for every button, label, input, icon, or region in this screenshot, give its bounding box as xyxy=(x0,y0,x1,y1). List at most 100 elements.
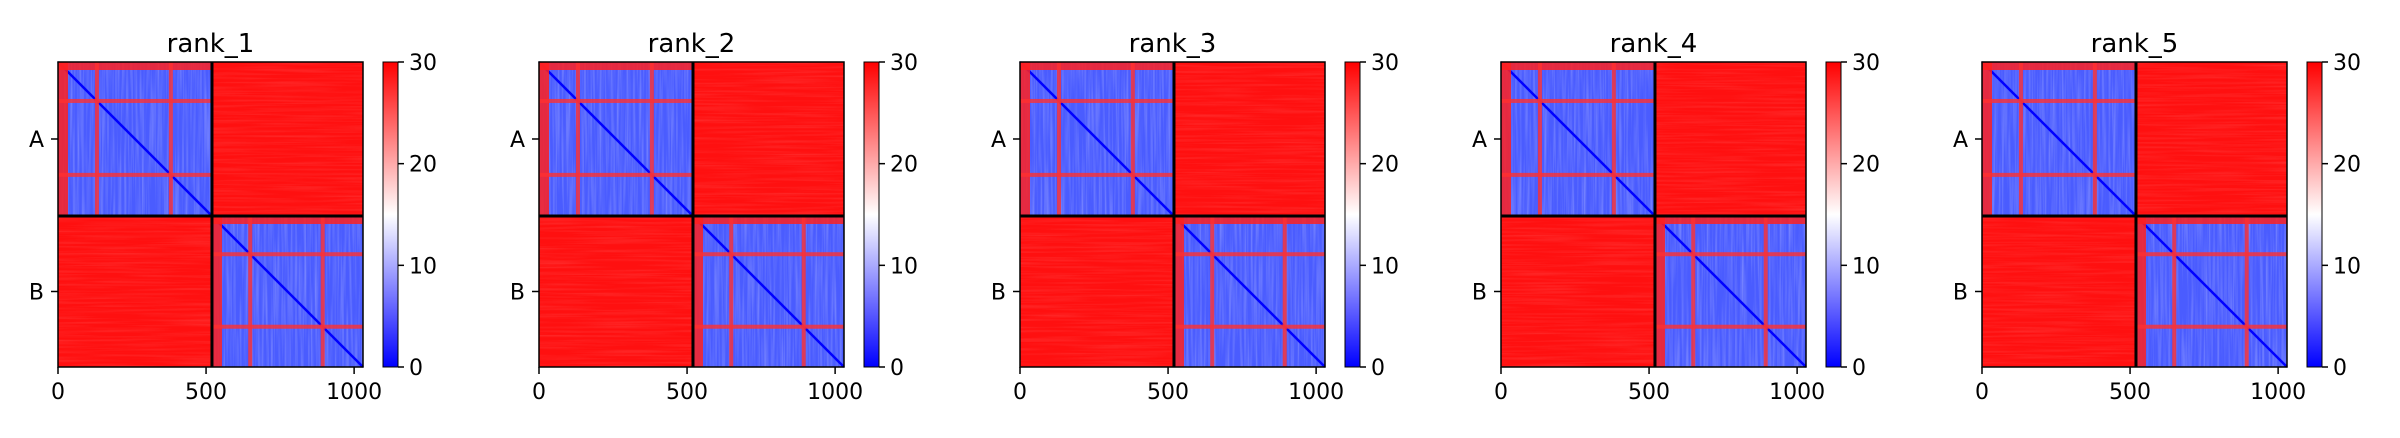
colorbar-tick-label: 30 xyxy=(1852,51,1880,76)
colorbar-tick-label: 30 xyxy=(409,51,437,76)
terminal-band xyxy=(1020,62,1174,70)
high-error-stripe xyxy=(2135,252,2287,257)
axes-frame xyxy=(1981,61,2288,368)
high-error-stripe xyxy=(729,215,734,367)
y-tick-label: A xyxy=(991,128,1006,153)
x-tick-label: 500 xyxy=(2109,380,2151,405)
diagonal xyxy=(2135,215,2288,368)
colorbar: 0 10 20 30 xyxy=(1344,51,1399,381)
y-tick-label: B xyxy=(1472,280,1487,305)
x-tick-label: 1000 xyxy=(326,380,382,405)
high-error-stripe xyxy=(539,172,693,177)
high-error-stripe xyxy=(1210,215,1215,367)
colorbar-tick-label: 20 xyxy=(2333,153,2361,178)
terminal-band xyxy=(1020,62,1030,216)
high-error-stripe xyxy=(1654,324,1806,329)
axes-frame xyxy=(1500,61,1807,368)
colorbar: 0 10 20 30 xyxy=(382,51,437,381)
panel-title: rank_4 xyxy=(1610,29,1698,59)
diagonal xyxy=(538,61,694,217)
pae-heatmap xyxy=(1981,61,2288,368)
axes-frame xyxy=(57,61,364,368)
high-error-stripe xyxy=(539,98,693,103)
colorbar: 0 10 20 30 xyxy=(2306,51,2361,381)
terminal-band xyxy=(58,62,68,216)
terminal-band xyxy=(1982,62,2136,70)
block-texture xyxy=(211,62,363,216)
high-error-stripe xyxy=(2244,215,2249,367)
block-texture xyxy=(1501,215,1655,367)
colorbar-tick-label: 20 xyxy=(409,153,437,178)
block-texture xyxy=(1654,62,1806,216)
terminal-band xyxy=(1173,215,1184,367)
high-error-stripe xyxy=(801,215,806,367)
x-tick-label: 500 xyxy=(185,380,227,405)
high-error-stripe xyxy=(649,62,654,216)
high-error-stripe xyxy=(320,215,325,367)
panel-title: rank_1 xyxy=(167,29,255,59)
high-error-stripe xyxy=(1982,98,2136,103)
y-tick-label: B xyxy=(1953,280,1968,305)
x-tick-label: 0 xyxy=(1013,380,1027,405)
high-error-stripe xyxy=(1501,98,1655,103)
panel-4: rank_4 A B 0 500 1000 0 10 20 30 xyxy=(1472,29,1880,405)
high-error-stripe xyxy=(1611,62,1616,216)
terminal-band xyxy=(539,62,549,216)
diagonal xyxy=(1654,215,1807,368)
x-tick-label: 1000 xyxy=(1288,380,1344,405)
terminal-band xyxy=(1982,62,1992,216)
terminal-band xyxy=(1173,215,1325,224)
high-error-stripe xyxy=(1691,215,1696,367)
pae-heatmap xyxy=(1019,61,1326,368)
colorbar-tick-label: 0 xyxy=(890,356,904,381)
x-tick-label: 0 xyxy=(1494,380,1508,405)
terminal-band xyxy=(1654,215,1665,367)
high-error-stripe xyxy=(1763,215,1768,367)
colorbar-tick-label: 20 xyxy=(890,153,918,178)
high-error-stripe xyxy=(2172,215,2177,367)
pae-heatmap xyxy=(538,61,845,368)
high-error-stripe xyxy=(1282,215,1287,367)
high-error-stripe xyxy=(1020,98,1174,103)
y-tick-label: A xyxy=(29,128,44,153)
colorbar-gradient xyxy=(1825,61,1842,368)
terminal-band xyxy=(692,215,844,224)
colorbar-gradient xyxy=(1344,61,1361,368)
colorbar-tick-label: 0 xyxy=(409,356,423,381)
high-error-stripe xyxy=(1982,172,2136,177)
colorbar-gradient xyxy=(382,61,399,368)
x-tick-label: 1000 xyxy=(2250,380,2306,405)
diagonal xyxy=(1019,61,1175,217)
high-error-stripe xyxy=(1130,62,1135,216)
diagonal xyxy=(57,61,213,217)
high-error-stripe xyxy=(1020,172,1174,177)
y-tick-label: B xyxy=(991,280,1006,305)
colorbar-gradient xyxy=(863,61,880,368)
high-error-stripe xyxy=(1173,324,1325,329)
high-error-stripe xyxy=(692,252,844,257)
high-error-stripe xyxy=(58,172,212,177)
y-tick-label: B xyxy=(510,280,525,305)
x-tick-label: 1000 xyxy=(807,380,863,405)
x-tick-label: 500 xyxy=(666,380,708,405)
y-tick-label: B xyxy=(29,280,44,305)
terminal-band xyxy=(58,62,212,70)
block-texture xyxy=(1173,62,1325,216)
high-error-stripe xyxy=(1173,252,1325,257)
colorbar-tick-label: 10 xyxy=(409,254,437,279)
panel-5: rank_5 A B 0 500 1000 0 10 20 30 xyxy=(1953,29,2361,405)
y-tick-label: A xyxy=(510,128,525,153)
high-error-stripe xyxy=(168,62,173,216)
panel-3: rank_3 A B 0 500 1000 0 10 20 30 xyxy=(991,29,1399,405)
high-error-stripe xyxy=(1654,252,1806,257)
terminal-band xyxy=(211,215,363,224)
high-error-stripe xyxy=(1056,62,1061,216)
high-error-stripe xyxy=(1537,62,1542,216)
high-error-stripe xyxy=(575,62,580,216)
terminal-band xyxy=(2135,215,2146,367)
colorbar: 0 10 20 30 xyxy=(863,51,918,381)
high-error-stripe xyxy=(211,324,363,329)
terminal-band xyxy=(211,215,222,367)
colorbar-tick-label: 10 xyxy=(1371,254,1399,279)
colorbar-tick-label: 10 xyxy=(1852,254,1880,279)
